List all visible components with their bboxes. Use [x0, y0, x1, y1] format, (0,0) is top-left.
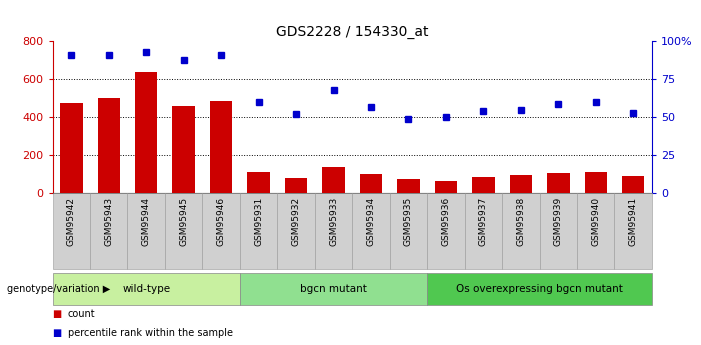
- Text: genotype/variation ▶: genotype/variation ▶: [7, 284, 110, 294]
- Text: GSM95931: GSM95931: [254, 197, 263, 246]
- Bar: [97, 98, 120, 193]
- Text: GSM95937: GSM95937: [479, 197, 488, 246]
- Text: GSM95933: GSM95933: [329, 197, 338, 246]
- Bar: [135, 72, 158, 193]
- Text: count: count: [68, 309, 95, 319]
- Text: percentile rank within the sample: percentile rank within the sample: [68, 328, 233, 338]
- Bar: [60, 103, 83, 193]
- Text: ■: ■: [53, 309, 62, 319]
- Bar: [315, 193, 352, 269]
- Text: GSM95934: GSM95934: [367, 197, 376, 246]
- Title: GDS2228 / 154330_at: GDS2228 / 154330_at: [276, 25, 428, 39]
- Bar: [322, 167, 345, 193]
- Bar: [53, 273, 240, 305]
- Bar: [585, 172, 607, 193]
- Bar: [90, 193, 128, 269]
- Text: ■: ■: [53, 328, 62, 338]
- Bar: [472, 177, 495, 193]
- Bar: [247, 172, 270, 193]
- Bar: [203, 193, 240, 269]
- Text: GSM95932: GSM95932: [292, 197, 301, 246]
- Bar: [465, 193, 502, 269]
- Text: Os overexpressing bgcn mutant: Os overexpressing bgcn mutant: [456, 284, 623, 294]
- Text: wild-type: wild-type: [122, 284, 170, 294]
- Bar: [577, 193, 615, 269]
- Bar: [397, 179, 420, 193]
- Text: GSM95939: GSM95939: [554, 197, 563, 246]
- Text: GSM95945: GSM95945: [179, 197, 188, 246]
- Text: GSM95941: GSM95941: [629, 197, 638, 246]
- Text: GSM95936: GSM95936: [442, 197, 451, 246]
- Bar: [547, 173, 569, 193]
- Bar: [615, 193, 652, 269]
- Bar: [502, 193, 540, 269]
- Text: GSM95942: GSM95942: [67, 197, 76, 246]
- Bar: [360, 174, 382, 193]
- Bar: [165, 193, 203, 269]
- Bar: [240, 193, 278, 269]
- Bar: [427, 193, 465, 269]
- Bar: [278, 193, 315, 269]
- Bar: [53, 193, 90, 269]
- Text: GSM95935: GSM95935: [404, 197, 413, 246]
- Bar: [540, 193, 577, 269]
- Bar: [427, 273, 652, 305]
- Bar: [353, 193, 390, 269]
- Text: GSM95944: GSM95944: [142, 197, 151, 246]
- Bar: [210, 101, 233, 193]
- Bar: [622, 176, 644, 193]
- Text: GSM95946: GSM95946: [217, 197, 226, 246]
- Bar: [128, 193, 165, 269]
- Bar: [172, 106, 195, 193]
- Text: GSM95940: GSM95940: [591, 197, 600, 246]
- Text: GSM95943: GSM95943: [104, 197, 114, 246]
- Bar: [285, 178, 307, 193]
- Bar: [390, 193, 427, 269]
- Bar: [240, 273, 427, 305]
- Text: bgcn mutant: bgcn mutant: [300, 284, 367, 294]
- Bar: [435, 181, 457, 193]
- Bar: [510, 175, 532, 193]
- Text: GSM95938: GSM95938: [517, 197, 525, 246]
